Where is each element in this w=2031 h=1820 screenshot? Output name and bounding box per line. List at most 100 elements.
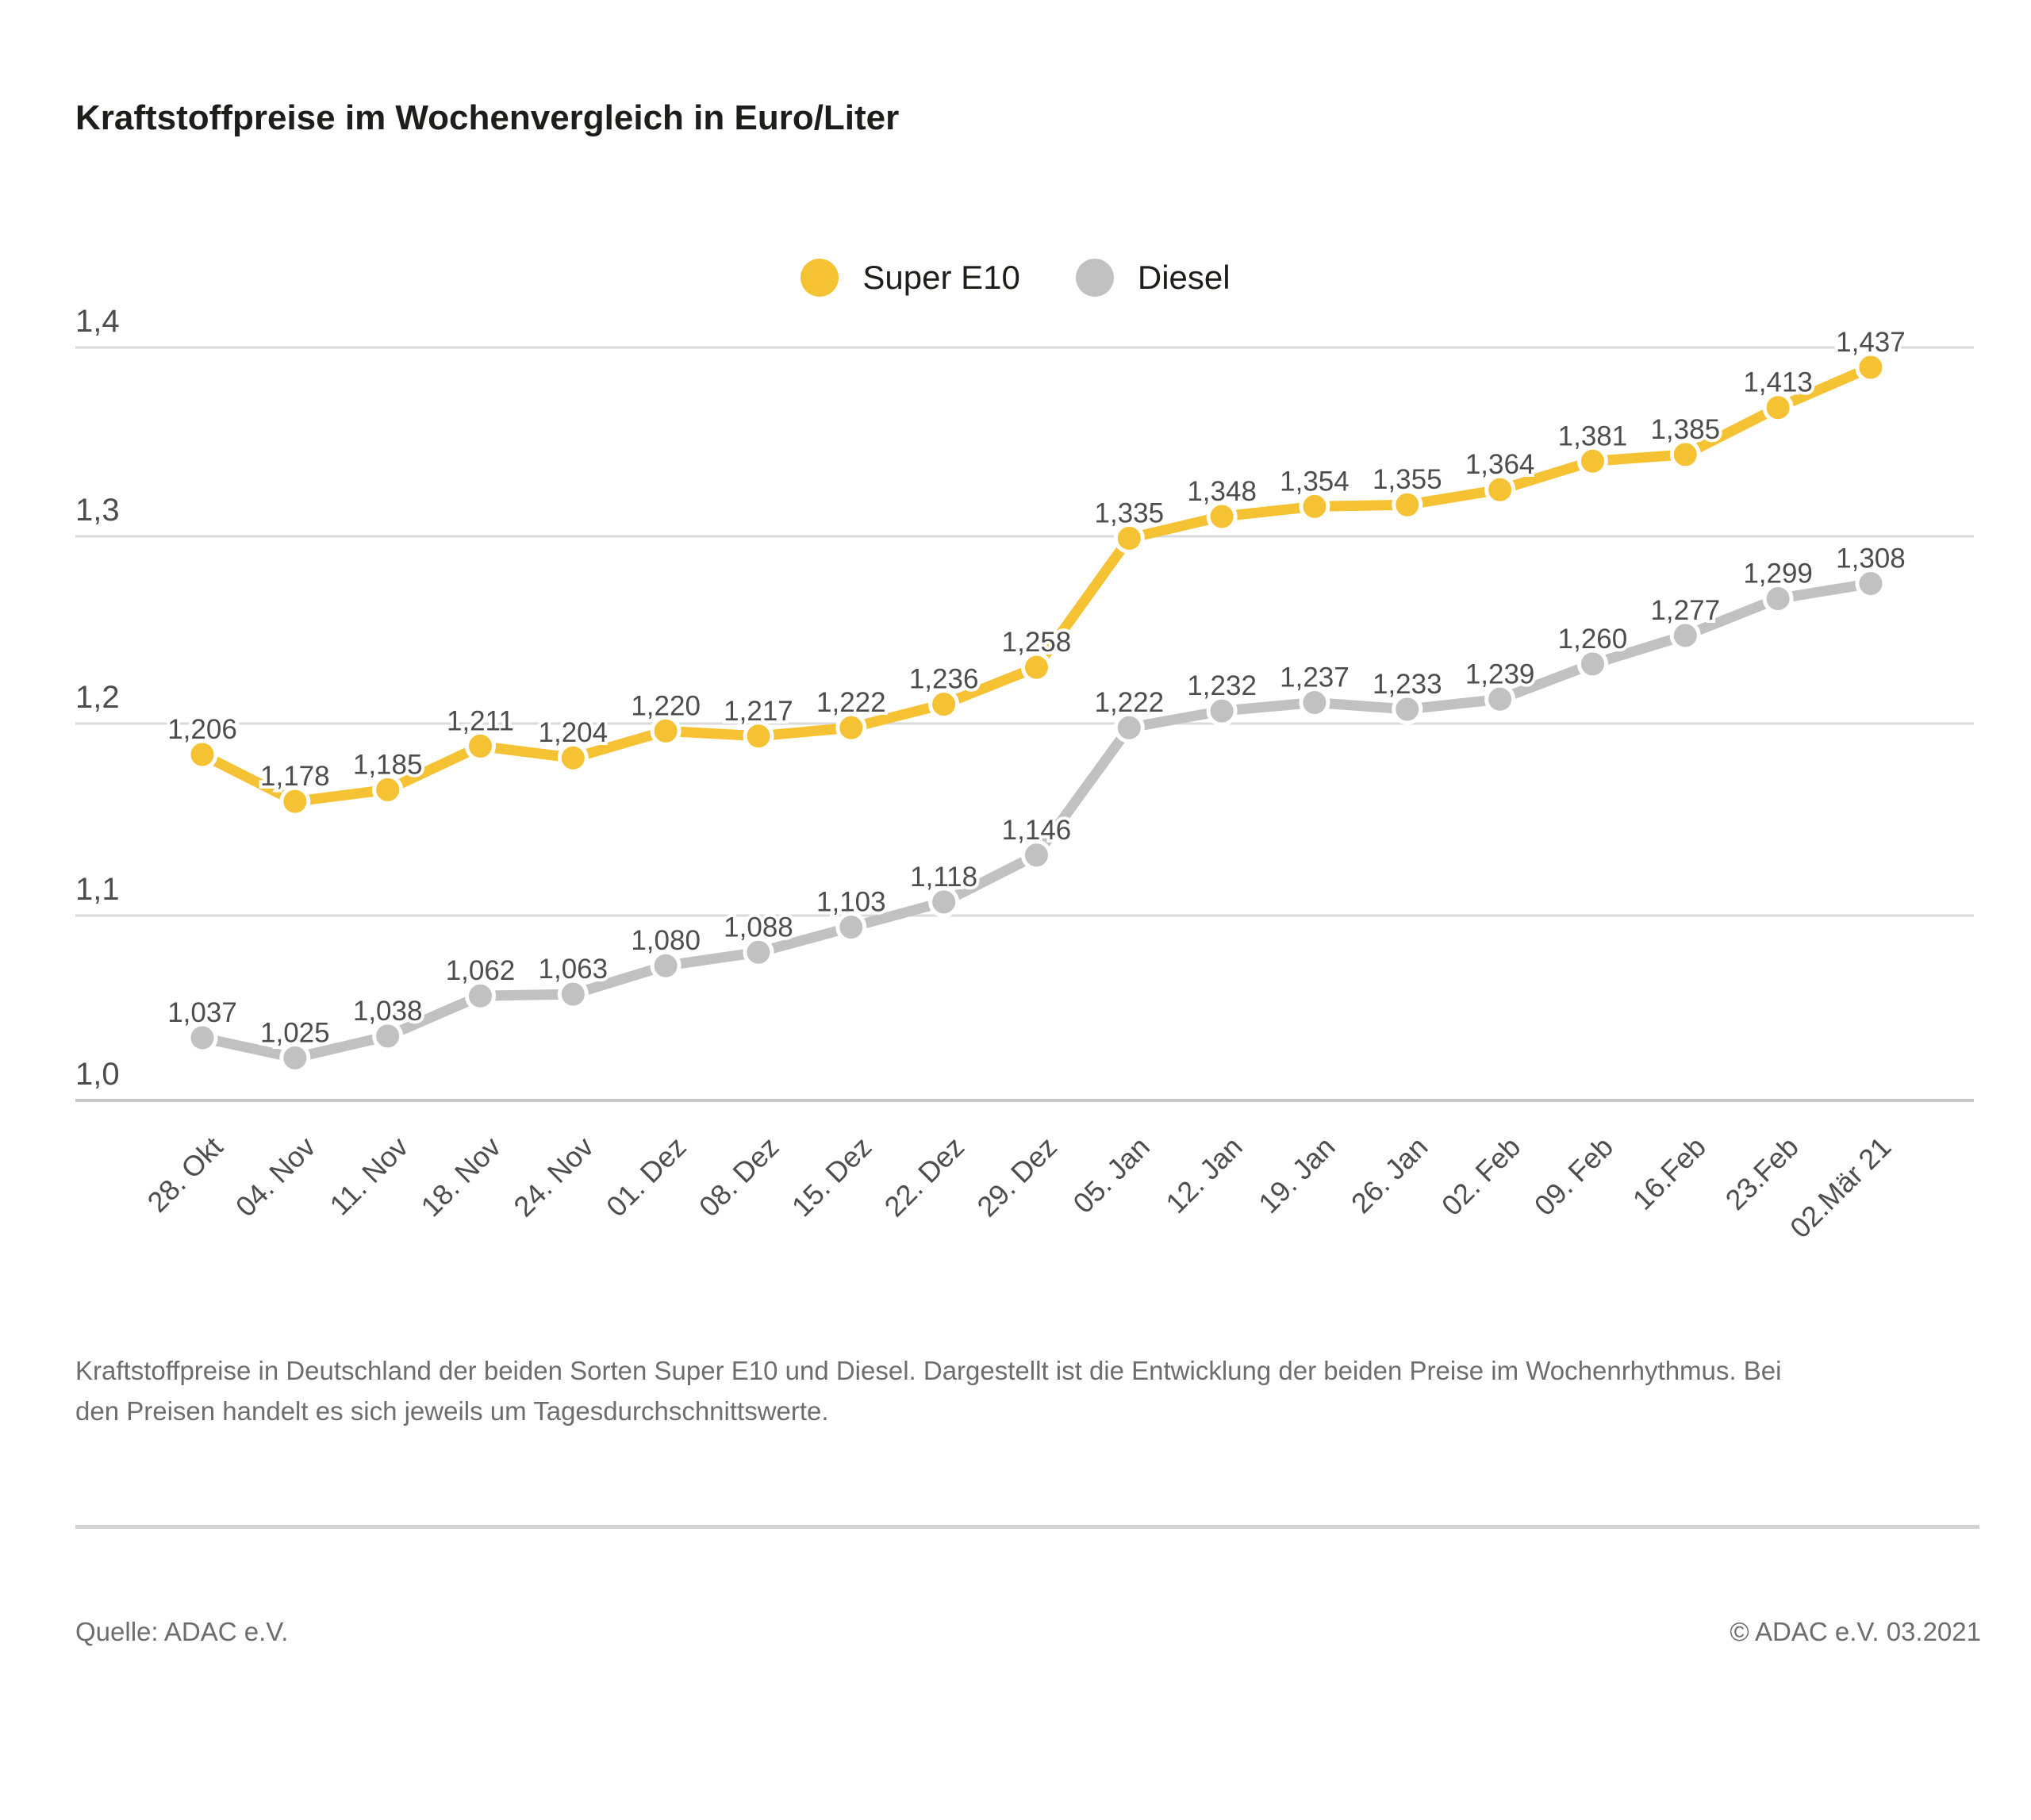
- data-point-super-e10: [1484, 474, 1516, 505]
- diesel-legend-dot-icon: [1075, 259, 1114, 297]
- x-tick-label: 05. Jan: [1066, 1131, 1155, 1219]
- data-label-super-e10: 1,437: [1836, 327, 1906, 358]
- data-label-diesel: 1,237: [1280, 662, 1350, 693]
- caption: Kraftstoffpreise in Deutschland der beid…: [75, 1356, 1782, 1426]
- y-tick-label: 1,2: [75, 680, 120, 715]
- data-point-super-e10: [1392, 489, 1423, 520]
- x-tick-label: 04. Nov: [229, 1131, 322, 1223]
- x-tick-label: 24. Nov: [507, 1131, 600, 1223]
- data-label-super-e10: 1,348: [1187, 476, 1257, 507]
- data-point-diesel: [186, 1022, 218, 1054]
- data-point-super-e10: [835, 712, 867, 743]
- data-point-super-e10: [557, 742, 589, 774]
- data-point-diesel: [1020, 839, 1052, 871]
- data-point-diesel: [1299, 687, 1330, 719]
- data-point-super-e10: [1576, 445, 1608, 477]
- data-label-diesel: 1,277: [1650, 595, 1720, 626]
- data-label-diesel: 1,038: [353, 996, 423, 1027]
- data-point-diesel: [464, 980, 496, 1012]
- x-tick-label: 16.Feb: [1626, 1131, 1712, 1216]
- data-label-super-e10: 1,413: [1743, 367, 1813, 398]
- data-point-diesel: [835, 912, 867, 943]
- data-point-super-e10: [1299, 490, 1330, 522]
- data-label-diesel: 1,222: [1095, 687, 1165, 718]
- data-label-diesel: 1,299: [1743, 559, 1813, 589]
- data-point-diesel: [1206, 695, 1238, 727]
- page-title: Kraftstoffpreise im Wochenvergleich in E…: [75, 98, 900, 137]
- data-point-diesel: [928, 886, 960, 918]
- data-label-super-e10: 1,335: [1095, 497, 1165, 528]
- data-point-diesel: [372, 1020, 404, 1052]
- data-point-super-e10: [464, 730, 496, 762]
- x-tick-label: 01. Dez: [600, 1131, 693, 1223]
- data-label-super-e10: 1,217: [724, 696, 793, 727]
- super-e10-legend-dot-icon: [800, 259, 839, 297]
- x-tick-label: 18. Nov: [414, 1131, 507, 1223]
- data-label-diesel: 1,146: [1002, 815, 1072, 846]
- data-point-diesel: [279, 1042, 311, 1073]
- footer-source: Quelle: ADAC e.V.: [75, 1617, 289, 1646]
- data-label-super-e10: 1,354: [1280, 466, 1350, 497]
- data-point-super-e10: [186, 739, 218, 770]
- data-label-diesel: 1,232: [1187, 670, 1257, 701]
- data-point-super-e10: [1206, 501, 1238, 532]
- y-tick-label: 1,4: [75, 304, 120, 339]
- data-point-diesel: [650, 950, 681, 981]
- data-label-diesel: 1,260: [1558, 624, 1628, 655]
- data-point-super-e10: [1113, 522, 1145, 554]
- footer: Quelle: ADAC e.V. © ADAC e.V. 03.2021: [75, 1617, 1981, 1647]
- x-tick-label: 12. Jan: [1159, 1131, 1248, 1219]
- x-tick-label: 29. Dez: [970, 1131, 1063, 1223]
- data-label-super-e10: 1,355: [1373, 464, 1442, 495]
- data-label-super-e10: 1,185: [353, 749, 423, 780]
- x-tick-label: 02. Feb: [1435, 1131, 1526, 1222]
- data-point-diesel: [1855, 568, 1887, 600]
- x-tick-label: 19. Jan: [1252, 1131, 1341, 1219]
- data-point-diesel: [743, 936, 774, 968]
- data-point-diesel: [1762, 583, 1794, 615]
- y-tick-label: 1,3: [75, 493, 120, 528]
- data-label-super-e10: 1,204: [539, 717, 609, 748]
- data-point-super-e10: [1669, 439, 1701, 470]
- x-tick-label: 28. Okt: [141, 1131, 229, 1219]
- data-label-diesel: 1,233: [1373, 669, 1442, 700]
- x-tick-label: 11. Nov: [323, 1131, 414, 1222]
- x-tick-label: 02.Mär 21: [1783, 1131, 1898, 1245]
- data-point-super-e10: [743, 720, 774, 752]
- x-tick-label: 26. Jan: [1345, 1131, 1434, 1219]
- x-tick-label: 08. Dez: [693, 1131, 785, 1223]
- data-label-diesel: 1,025: [260, 1017, 330, 1048]
- x-tick-label: 23.Feb: [1719, 1131, 1805, 1216]
- data-point-super-e10: [1762, 392, 1794, 424]
- data-point-super-e10: [279, 785, 311, 817]
- data-label-super-e10: 1,211: [447, 705, 514, 736]
- data-label-diesel: 1,063: [539, 954, 609, 985]
- data-label-diesel: 1,239: [1465, 659, 1535, 689]
- data-point-diesel: [1669, 620, 1701, 651]
- data-label-diesel: 1,037: [167, 997, 237, 1028]
- data-point-diesel: [1113, 712, 1145, 743]
- data-point-diesel: [1484, 683, 1516, 715]
- data-label-super-e10: 1,258: [1002, 627, 1072, 658]
- data-label-diesel: 1,308: [1836, 543, 1906, 574]
- data-point-diesel: [557, 978, 589, 1010]
- x-tick-label: 15. Dez: [785, 1131, 878, 1223]
- data-label-diesel: 1,088: [724, 912, 793, 943]
- data-point-diesel: [1576, 648, 1608, 680]
- data-label-diesel: 1,103: [816, 887, 886, 918]
- data-label-diesel: 1,118: [910, 862, 977, 893]
- data-label-super-e10: 1,220: [631, 690, 701, 721]
- x-tick-label: 09. Feb: [1528, 1131, 1619, 1222]
- data-label-super-e10: 1,178: [260, 761, 330, 792]
- data-label-super-e10: 1,236: [909, 664, 979, 695]
- footer-copyright: © ADAC e.V. 03.2021: [1730, 1617, 1981, 1646]
- data-label-super-e10: 1,364: [1465, 449, 1535, 480]
- y-tick-label: 1,1: [75, 872, 120, 907]
- y-tick-label: 1,0: [75, 1057, 120, 1092]
- data-label-diesel: 1,062: [446, 955, 516, 986]
- data-point-super-e10: [1855, 351, 1887, 383]
- legend: Super E10 Diesel: [0, 259, 2031, 297]
- data-label-super-e10: 1,222: [816, 687, 886, 718]
- legend-item-diesel: Diesel: [1075, 259, 1231, 297]
